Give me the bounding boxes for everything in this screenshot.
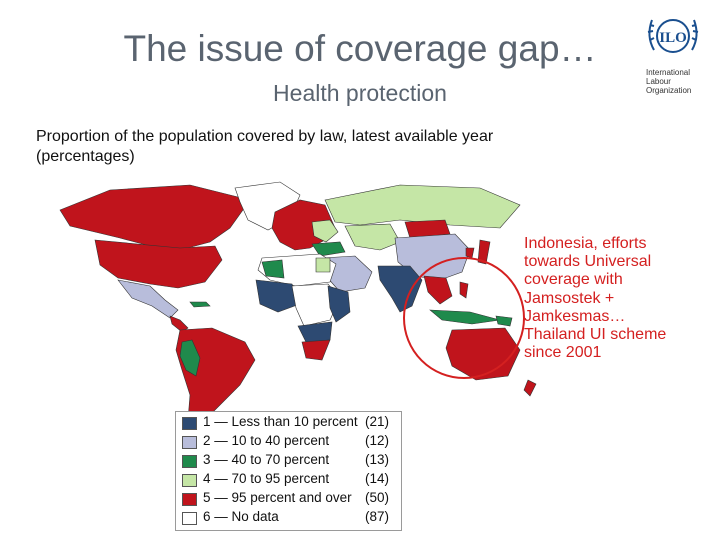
legend-item: 4 — 70 to 95 percent (14) [182, 471, 396, 487]
legend-item: 3 — 40 to 70 percent (13) [182, 452, 396, 468]
ilo-wordmark: International Labour Organization [646, 68, 691, 95]
region-southeast-asia [423, 275, 453, 305]
region-caribbean [189, 301, 211, 308]
region-china [394, 233, 471, 281]
slide-title: The issue of coverage gap… [123, 28, 597, 69]
region-turkey [311, 241, 346, 257]
legend-item: 5 — 95 percent and over (50) [182, 490, 396, 506]
annotation-text: Indonesia, efforts towards Universal cov… [524, 235, 714, 362]
region-png [495, 315, 513, 327]
region-indonesia [429, 309, 501, 325]
legend-label: 3 — 40 to 70 percent [203, 452, 330, 467]
legend-count: (14) [365, 471, 390, 486]
annotation-line: towards Universal [524, 253, 652, 271]
map-caption: Proportion of the population covered by … [36, 127, 636, 167]
region-india [377, 265, 423, 313]
legend-item: 6 — No data (87) [182, 509, 396, 525]
slide-subtitle: Health protection [273, 80, 447, 106]
region-australia [445, 327, 521, 381]
annotation-line: Thailand UI scheme [524, 326, 667, 344]
ilo-org-line: Labour [646, 77, 671, 86]
legend-item: 2 — 10 to 40 percent (12) [182, 433, 396, 449]
legend-swatch [182, 493, 197, 506]
region-korea [465, 247, 475, 259]
legend-swatch [182, 455, 197, 468]
region-usa [94, 239, 223, 289]
region-algeria [261, 259, 285, 279]
region-central-asia [344, 223, 401, 251]
region-canada [59, 184, 251, 251]
legend-swatch [182, 436, 197, 449]
legend-swatch [182, 512, 197, 525]
region-philippines [459, 281, 469, 299]
highlight-circle [403, 257, 525, 379]
legend-label: 4 — 70 to 95 percent [203, 471, 330, 486]
legend-count: (12) [365, 433, 390, 448]
annotation-line: Indonesia, efforts [524, 235, 647, 252]
region-south-africa [301, 339, 331, 361]
annotation-line: Jamkesmas… [524, 307, 626, 325]
map-caption-line: (percentages) [36, 148, 135, 165]
region-mongolia [404, 219, 451, 239]
legend-item: 1 — Less than 10 percent (21) [182, 414, 396, 430]
legend-label: 2 — 10 to 40 percent [203, 433, 330, 448]
region-mexico [117, 279, 179, 319]
legend-count: (50) [365, 490, 390, 505]
ilo-org-line: International [646, 68, 691, 77]
ilo-monogram: ILO [659, 30, 687, 46]
region-japan [477, 239, 491, 265]
region-west-africa [255, 279, 301, 313]
legend-count: (13) [365, 452, 390, 467]
region-russia [324, 184, 521, 229]
region-eastern-europe [311, 219, 339, 243]
region-new-zealand [523, 379, 537, 397]
legend-label: 1 — Less than 10 percent [203, 414, 358, 429]
annotation-line: Jamsostek + [524, 289, 615, 307]
region-peru-bolivia [179, 339, 201, 377]
ilo-logo: ILO [647, 19, 699, 53]
legend-count: (87) [365, 509, 390, 524]
map-caption-line: Proportion of the population covered by … [36, 128, 494, 145]
annotation-line: since 2001 [524, 344, 602, 362]
legend-swatch [182, 474, 197, 487]
ilo-org-line: Organization [646, 86, 692, 95]
region-southern-africa-a [297, 321, 333, 343]
legend-count: (21) [365, 414, 390, 429]
annotation-line: coverage with [524, 271, 623, 289]
world-coverage-map [59, 181, 537, 426]
region-east-africa [327, 285, 351, 323]
map-legend: 1 — Less than 10 percent (21) 2 — 10 to … [175, 411, 402, 531]
legend-label: 6 — No data [203, 509, 279, 524]
region-central-africa [291, 283, 341, 327]
legend-swatch [182, 417, 197, 430]
legend-label: 5 — 95 percent and over [203, 490, 352, 505]
region-egypt [315, 257, 331, 273]
